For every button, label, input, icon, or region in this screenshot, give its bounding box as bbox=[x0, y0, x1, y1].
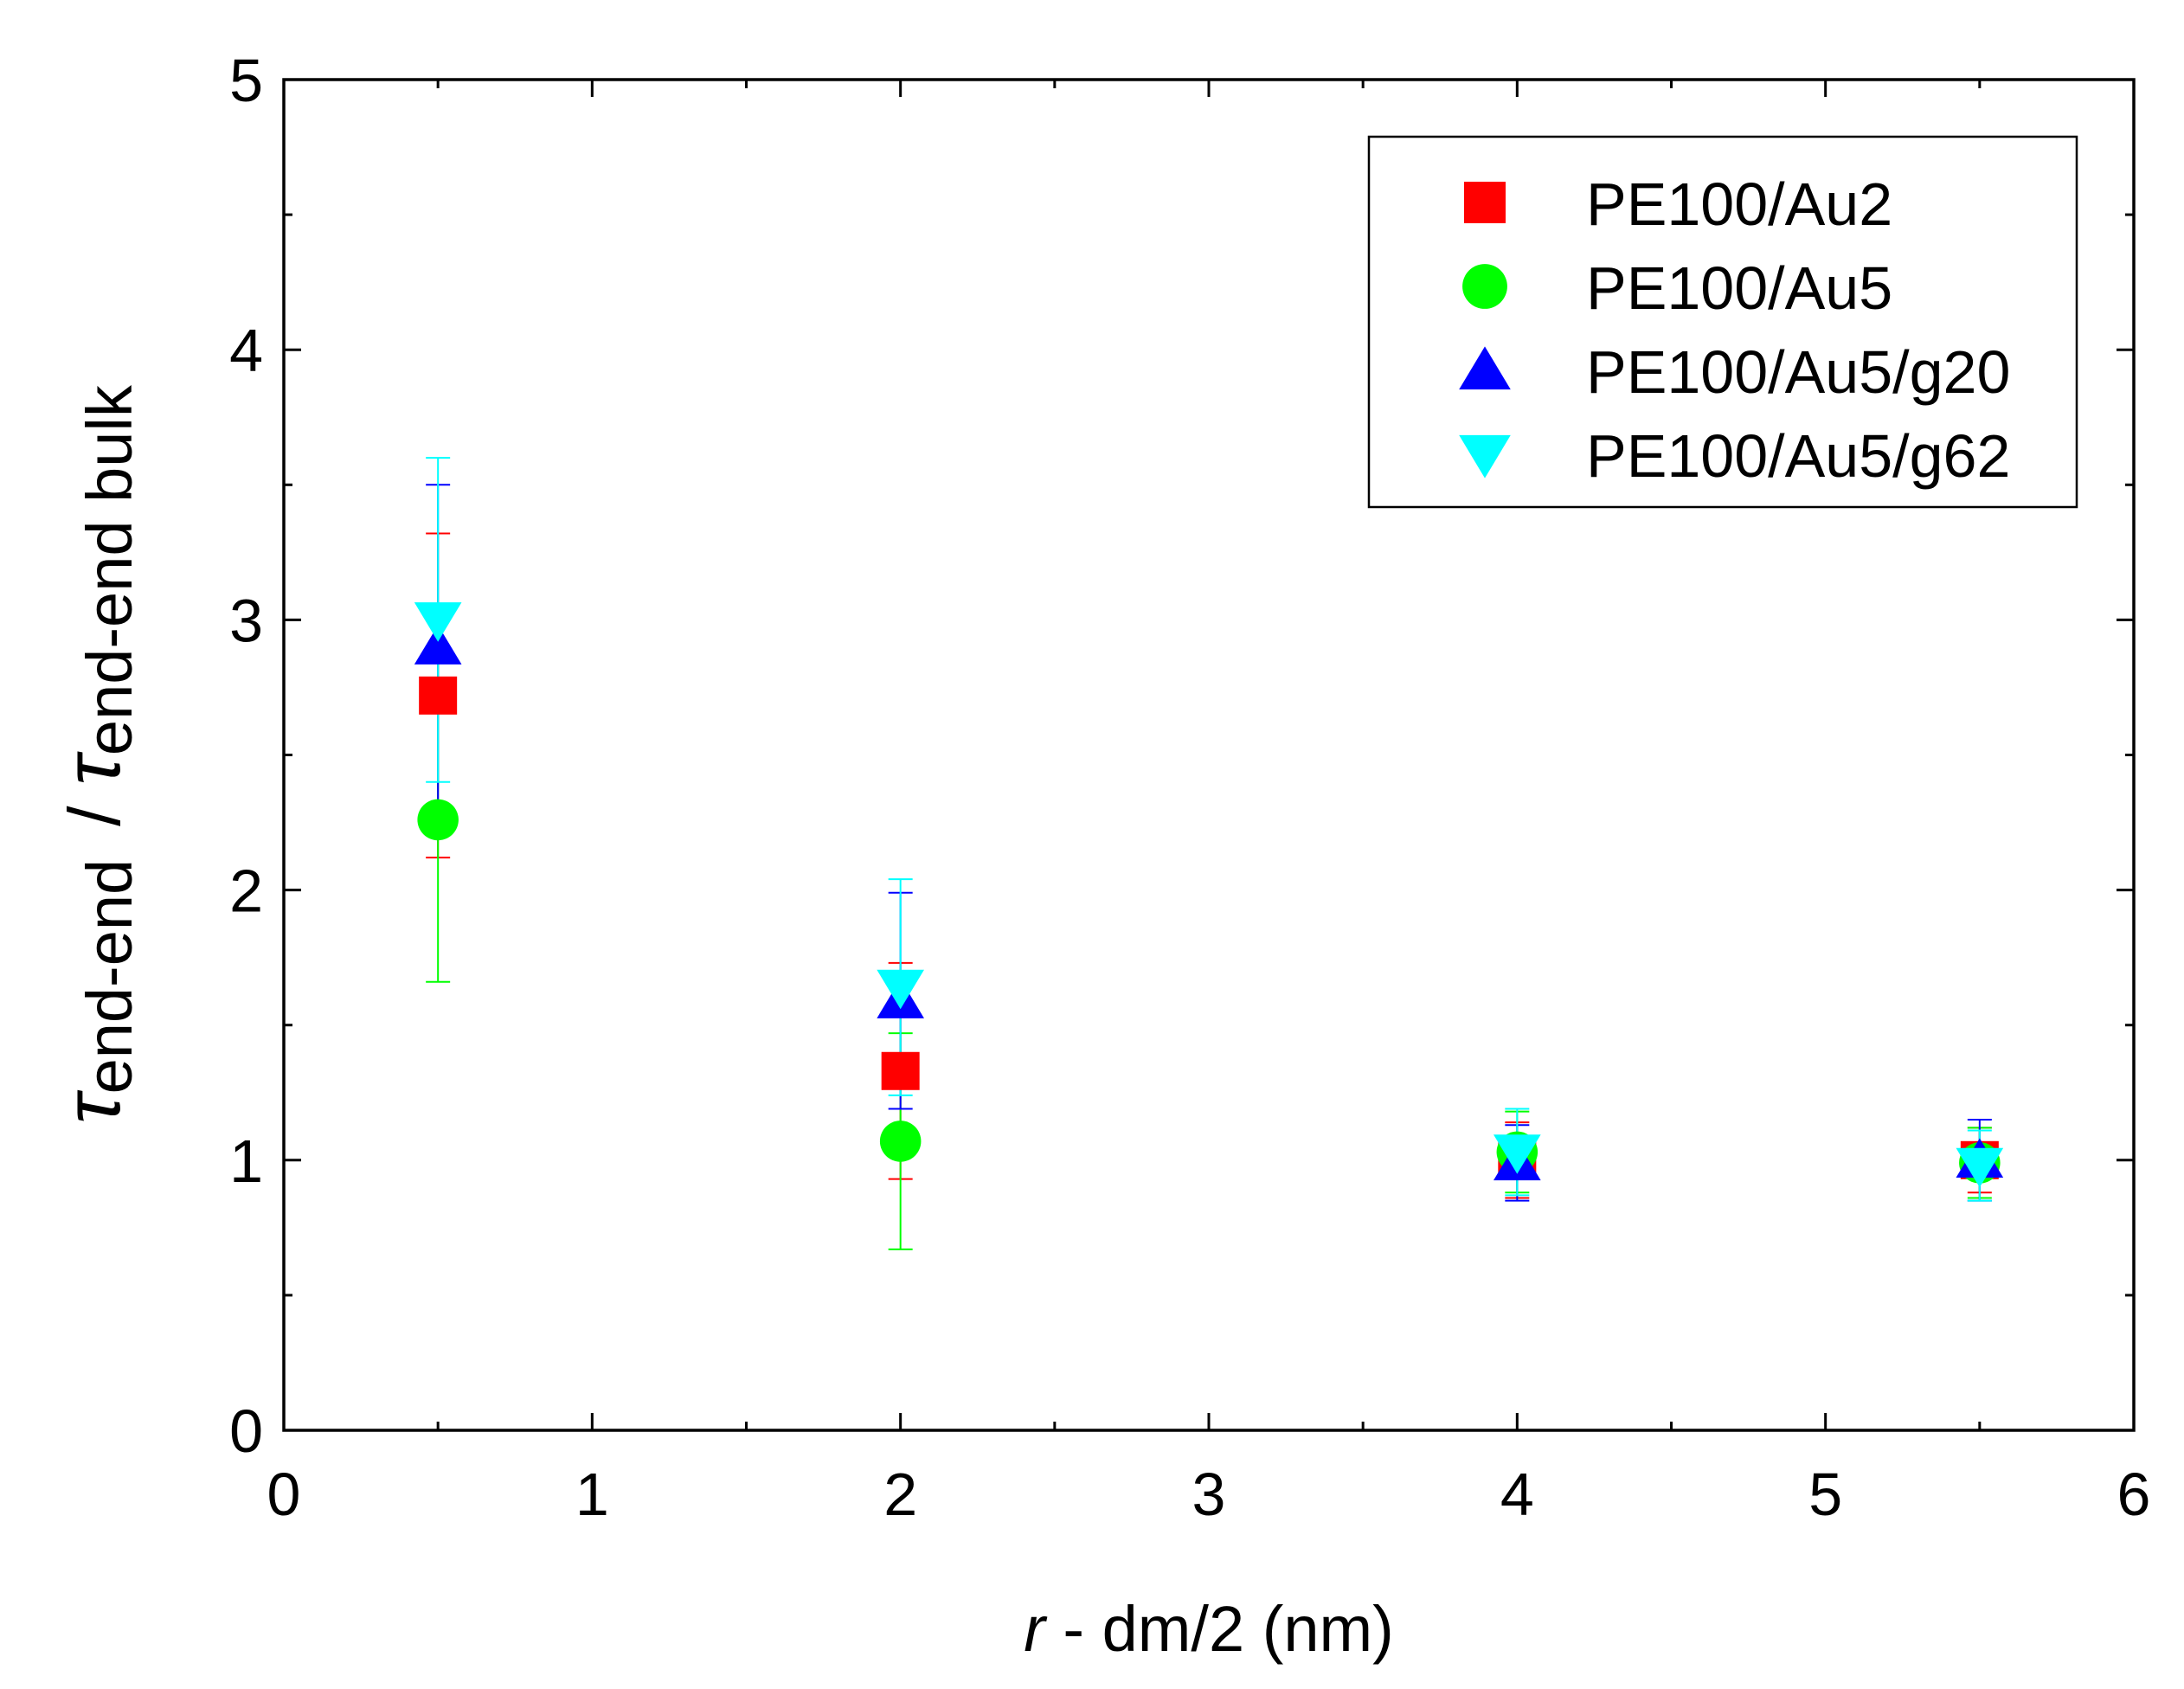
data-point bbox=[879, 1121, 922, 1162]
x-tick-label: 2 bbox=[883, 1461, 917, 1528]
y-axis-title-den-sub: end-end bulk bbox=[74, 384, 145, 755]
x-axis-title-var: r bbox=[1024, 1593, 1048, 1665]
x-tick-label: 5 bbox=[1808, 1461, 1842, 1528]
legend-label-3: PE100/Au5/g62 bbox=[1586, 422, 2010, 490]
legend-items: PE100/Au2 PE100/Au5 PE100/Au5/g20 PE100/Au5… bbox=[1459, 170, 2010, 490]
x-tick-label: 0 bbox=[267, 1461, 301, 1528]
y-axis-title-den-symbol: τ bbox=[48, 750, 137, 785]
y-tick-label: 5 bbox=[229, 47, 263, 114]
legend-marker-2 bbox=[1459, 346, 1511, 390]
y-tick-label: 0 bbox=[229, 1397, 263, 1465]
y-tick-label: 4 bbox=[229, 317, 263, 384]
y-axis-title: τend-end/τend-end bulk bbox=[48, 384, 145, 1124]
legend: PE100/Au2 PE100/Au5 PE100/Au5/g20 PE100/Au5… bbox=[1367, 135, 2078, 509]
y-tick-label: 1 bbox=[229, 1127, 263, 1195]
data-point bbox=[1956, 1147, 2004, 1188]
x-axis-title-rest: - dm/2 (nm) bbox=[1045, 1593, 1394, 1665]
data-point bbox=[419, 676, 458, 715]
y-axis-title-slash: / bbox=[54, 806, 135, 826]
data-point bbox=[1493, 1134, 1541, 1174]
legend-label-1: PE100/Au5 bbox=[1586, 254, 1892, 322]
y-axis-title-num-symbol: τ bbox=[48, 1089, 137, 1124]
data-point bbox=[877, 969, 924, 1010]
ticks-layer: 0 1 2 3 4 5 6 0 1 2 3 4 5 bbox=[229, 47, 2150, 1528]
series-points-3 bbox=[414, 602, 2004, 1188]
data-point bbox=[881, 1051, 920, 1090]
y-axis-title-num-sub: end-end bbox=[74, 859, 145, 1095]
legend-label-0: PE100/Au2 bbox=[1586, 170, 1892, 238]
x-tick-label: 3 bbox=[1192, 1461, 1226, 1528]
x-axis-title: r - dm/2 (nm) bbox=[1024, 1593, 1394, 1665]
x-tick-label: 1 bbox=[575, 1461, 609, 1528]
data-point bbox=[414, 602, 462, 642]
legend-label-2: PE100/Au5/g20 bbox=[1586, 338, 2010, 406]
x-tick-label: 6 bbox=[2117, 1461, 2151, 1528]
data-point bbox=[417, 799, 459, 841]
legend-marker-0 bbox=[1464, 182, 1506, 223]
y-tick-label: 3 bbox=[229, 587, 263, 654]
data-point bbox=[414, 625, 462, 665]
legend-marker-1 bbox=[1462, 264, 1507, 309]
legend-marker-3 bbox=[1459, 434, 1511, 478]
plot-layer bbox=[414, 457, 2004, 1250]
y-tick-label: 2 bbox=[229, 857, 263, 925]
x-tick-label: 4 bbox=[1500, 1461, 1534, 1528]
